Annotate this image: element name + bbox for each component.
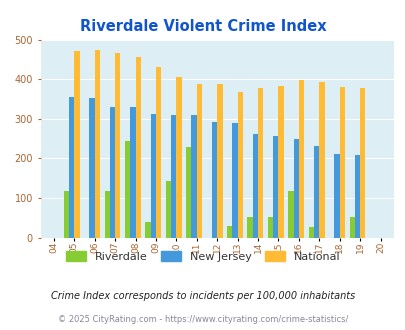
Bar xyxy=(247,216,252,238)
Bar xyxy=(64,191,69,238)
Bar xyxy=(69,97,74,238)
Bar xyxy=(130,107,135,238)
Bar xyxy=(165,181,171,238)
Bar xyxy=(359,87,364,238)
Bar xyxy=(258,88,263,238)
Bar xyxy=(104,191,109,238)
Bar xyxy=(89,98,94,238)
Bar xyxy=(150,114,156,238)
Bar xyxy=(298,80,303,238)
Bar xyxy=(313,146,318,238)
Bar xyxy=(318,82,324,238)
Bar xyxy=(156,67,161,238)
Bar xyxy=(211,121,217,238)
Bar xyxy=(293,139,298,238)
Text: Riverdale Violent Crime Index: Riverdale Violent Crime Index xyxy=(79,19,326,34)
Bar xyxy=(191,115,196,238)
Bar xyxy=(349,216,354,238)
Bar xyxy=(308,226,313,238)
Bar xyxy=(237,92,242,238)
Bar xyxy=(273,136,278,238)
Bar xyxy=(171,115,176,238)
Bar xyxy=(267,216,273,238)
Bar xyxy=(217,84,222,238)
Text: Crime Index corresponds to incidents per 100,000 inhabitants: Crime Index corresponds to incidents per… xyxy=(51,291,354,301)
Text: © 2025 CityRating.com - https://www.cityrating.com/crime-statistics/: © 2025 CityRating.com - https://www.city… xyxy=(58,315,347,324)
Bar xyxy=(94,50,100,238)
Bar xyxy=(339,87,344,238)
Bar xyxy=(74,51,79,238)
Legend: Riverdale, New Jersey, National: Riverdale, New Jersey, National xyxy=(61,247,344,267)
Bar xyxy=(176,77,181,238)
Bar xyxy=(252,134,258,238)
Bar xyxy=(226,226,232,238)
Bar xyxy=(115,53,120,238)
Bar xyxy=(334,154,339,238)
Bar xyxy=(232,123,237,238)
Bar xyxy=(196,84,202,238)
Bar xyxy=(288,191,293,238)
Bar xyxy=(109,107,115,238)
Bar xyxy=(135,57,141,238)
Bar xyxy=(186,147,191,238)
Bar xyxy=(125,141,130,238)
Bar xyxy=(145,222,150,238)
Bar xyxy=(354,155,359,238)
Bar xyxy=(278,85,283,238)
